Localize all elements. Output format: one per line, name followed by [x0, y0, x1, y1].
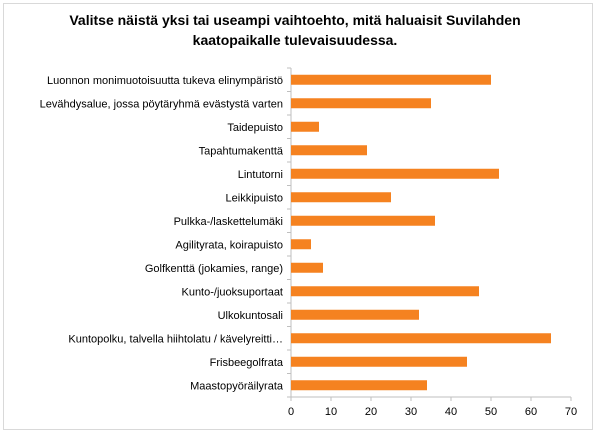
x-tick-label: 20	[365, 406, 377, 418]
category-label: Taidepuisto	[227, 122, 283, 134]
bar	[291, 74, 491, 85]
bar	[291, 239, 311, 250]
bar	[291, 192, 391, 203]
category-label: Levähdysalue, jossa pöytäryhmä evästystä…	[40, 98, 283, 110]
category-label: Tapahtumakenttä	[199, 145, 284, 157]
x-tick-label: 50	[485, 406, 497, 418]
bar	[291, 98, 431, 109]
category-label: Maastopyöräilyrata	[190, 380, 284, 392]
x-tick-label: 0	[288, 406, 294, 418]
bar	[291, 380, 427, 391]
x-tick-label: 30	[405, 406, 417, 418]
category-label: Agilityrata, koirapuisto	[175, 239, 283, 251]
category-label: Frisbeegolfrata	[210, 357, 284, 369]
category-label: Luonnon monimuotoisuutta tukeva elinympä…	[47, 75, 283, 87]
x-tick-label: 10	[325, 406, 337, 418]
category-label: Kuntopolku, talvella hiihtolatu / kävely…	[68, 333, 283, 345]
category-label: Pulkka-/laskettelumäki	[174, 216, 283, 228]
category-label: Golfkenttä (jokamies, range)	[145, 263, 283, 275]
bar	[291, 262, 323, 273]
bar	[291, 168, 499, 179]
category-label: Ulkokuntosali	[218, 310, 283, 322]
chart-title: Valitse näistä yksi tai useampi vaihtoeh…	[69, 12, 521, 48]
bar	[291, 121, 319, 132]
x-tick-label: 40	[445, 406, 457, 418]
bar	[291, 356, 467, 367]
bar	[291, 309, 419, 320]
x-tick-label: 70	[565, 406, 577, 418]
x-tick-label: 60	[525, 406, 537, 418]
category-label: Kunto-/juoksuportaat	[181, 286, 283, 298]
category-label: Leikkipuisto	[226, 192, 283, 204]
bar	[291, 333, 551, 344]
bar	[291, 215, 435, 226]
bar	[291, 286, 479, 297]
category-label: Lintutorni	[238, 169, 283, 181]
bar	[291, 145, 367, 156]
